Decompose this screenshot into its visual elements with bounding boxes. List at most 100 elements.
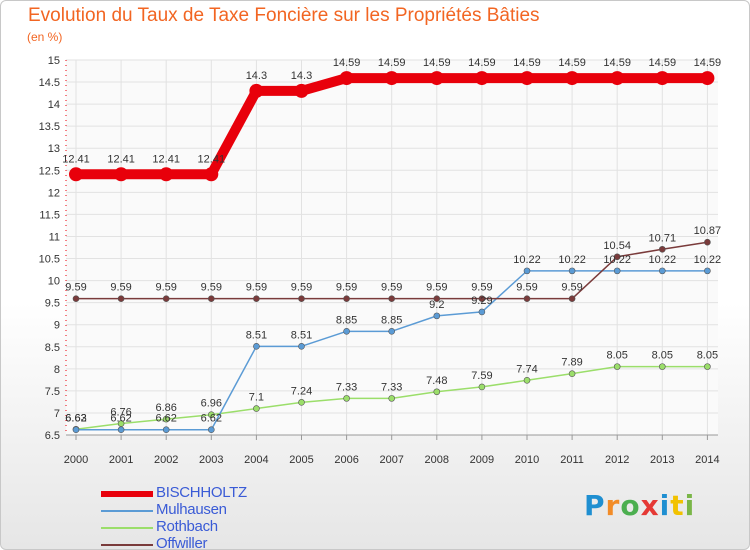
data-label: 6.62 xyxy=(110,413,131,425)
legend-swatch-offwiller xyxy=(101,544,153,546)
data-point xyxy=(433,295,441,302)
data-label: 8.85 xyxy=(336,314,357,326)
data-label: 7.24 xyxy=(291,385,312,397)
data-point xyxy=(478,295,486,302)
data-point xyxy=(388,395,396,402)
data-point xyxy=(72,426,80,434)
x-tick-label: 2004 xyxy=(244,454,268,466)
x-tick-label: 2011 xyxy=(560,454,584,466)
legend-item: BISCHHOLTZ xyxy=(101,484,301,502)
data-label: 10.22 xyxy=(649,254,677,266)
data-point xyxy=(388,328,396,335)
data-label: 9.59 xyxy=(516,282,537,294)
data-label: 14.59 xyxy=(694,57,722,69)
data-point xyxy=(159,167,174,182)
data-label: 9.59 xyxy=(381,282,402,294)
data-point xyxy=(658,363,666,370)
data-label: 9.59 xyxy=(426,282,447,294)
data-label: 6.96 xyxy=(201,398,222,410)
data-point xyxy=(704,267,711,275)
data-point xyxy=(568,295,576,302)
y-tick-label: 9.5 xyxy=(45,298,60,310)
data-point xyxy=(474,71,489,86)
data-label: 12.41 xyxy=(107,153,135,165)
data-point xyxy=(343,395,350,402)
x-tick-label: 2007 xyxy=(379,454,403,466)
data-point xyxy=(162,295,170,302)
data-label: 14.59 xyxy=(468,57,496,69)
data-point xyxy=(520,71,534,86)
data-point xyxy=(253,295,260,302)
data-point xyxy=(384,71,399,86)
data-point xyxy=(478,308,486,316)
data-point xyxy=(162,426,170,434)
data-label: 12.41 xyxy=(198,153,226,165)
data-point xyxy=(613,267,621,275)
y-tick-label: 12 xyxy=(48,187,60,199)
data-label: 14.59 xyxy=(558,57,586,69)
y-tick-label: 14.5 xyxy=(39,77,60,89)
data-label: 7.74 xyxy=(516,363,537,375)
data-point xyxy=(433,388,441,396)
data-label: 7.33 xyxy=(381,381,402,393)
data-point xyxy=(208,411,215,419)
y-tick-label: 13 xyxy=(48,143,60,155)
data-point xyxy=(523,267,531,275)
data-label: 10.71 xyxy=(649,232,677,244)
y-tick-label: 12.5 xyxy=(39,165,60,177)
data-label: 8.51 xyxy=(291,329,312,341)
data-point xyxy=(204,167,219,182)
legend-swatch-mulhausen xyxy=(101,510,153,512)
data-point xyxy=(208,295,215,302)
data-point xyxy=(704,363,711,370)
legend-item: Offwiller xyxy=(101,535,301,549)
data-point xyxy=(162,415,170,423)
data-label: 9.2 xyxy=(429,299,444,311)
x-tick-label: 2014 xyxy=(695,454,719,466)
data-point xyxy=(433,312,441,320)
data-point xyxy=(658,245,666,253)
data-label: 6.62 xyxy=(201,413,222,425)
data-point xyxy=(72,295,80,302)
data-point xyxy=(478,383,486,391)
data-label: 14.59 xyxy=(423,57,451,69)
data-point xyxy=(388,295,396,302)
data-point xyxy=(208,426,215,434)
x-tick-label: 2000 xyxy=(64,454,88,466)
y-tick-label: 8.5 xyxy=(45,342,60,354)
y-tick-label: 8 xyxy=(54,364,60,376)
data-label: 9.59 xyxy=(155,282,176,294)
data-label: 6.86 xyxy=(155,402,176,414)
y-tick-label: 11.5 xyxy=(39,209,60,221)
y-tick-label: 13.5 xyxy=(39,121,60,133)
data-point xyxy=(704,238,711,246)
data-point xyxy=(339,71,354,86)
legend-swatch-rothbach xyxy=(101,527,153,529)
data-label: 8.51 xyxy=(246,329,267,341)
data-label: 7.89 xyxy=(561,357,582,369)
data-label: 9.59 xyxy=(246,282,267,294)
y-tick-label: 6.5 xyxy=(45,430,60,442)
data-label: 9.29 xyxy=(471,295,492,307)
data-label: 9.59 xyxy=(65,282,86,294)
data-label: 6.62 xyxy=(155,413,176,425)
y-tick-label: 10 xyxy=(48,276,60,288)
y-tick-label: 15 xyxy=(48,55,60,67)
data-label: 14.59 xyxy=(513,57,541,69)
x-tick-label: 2003 xyxy=(199,454,223,466)
data-point xyxy=(700,71,715,86)
x-tick-label: 2008 xyxy=(425,454,449,466)
data-label: 14.59 xyxy=(603,57,631,69)
logo-letter: o xyxy=(620,489,641,522)
data-point xyxy=(429,71,444,86)
data-point xyxy=(117,295,125,302)
legend: BISCHHOLTZ Mulhausen Rothbach Offwiller xyxy=(101,484,301,549)
x-tick-label: 2012 xyxy=(605,454,629,466)
x-tick-label: 2005 xyxy=(289,454,313,466)
data-point xyxy=(565,71,580,86)
data-point xyxy=(253,343,260,350)
data-label: 6.63 xyxy=(65,412,86,424)
data-label: 14.3 xyxy=(291,70,312,82)
y-tick-label: 11 xyxy=(49,231,60,243)
